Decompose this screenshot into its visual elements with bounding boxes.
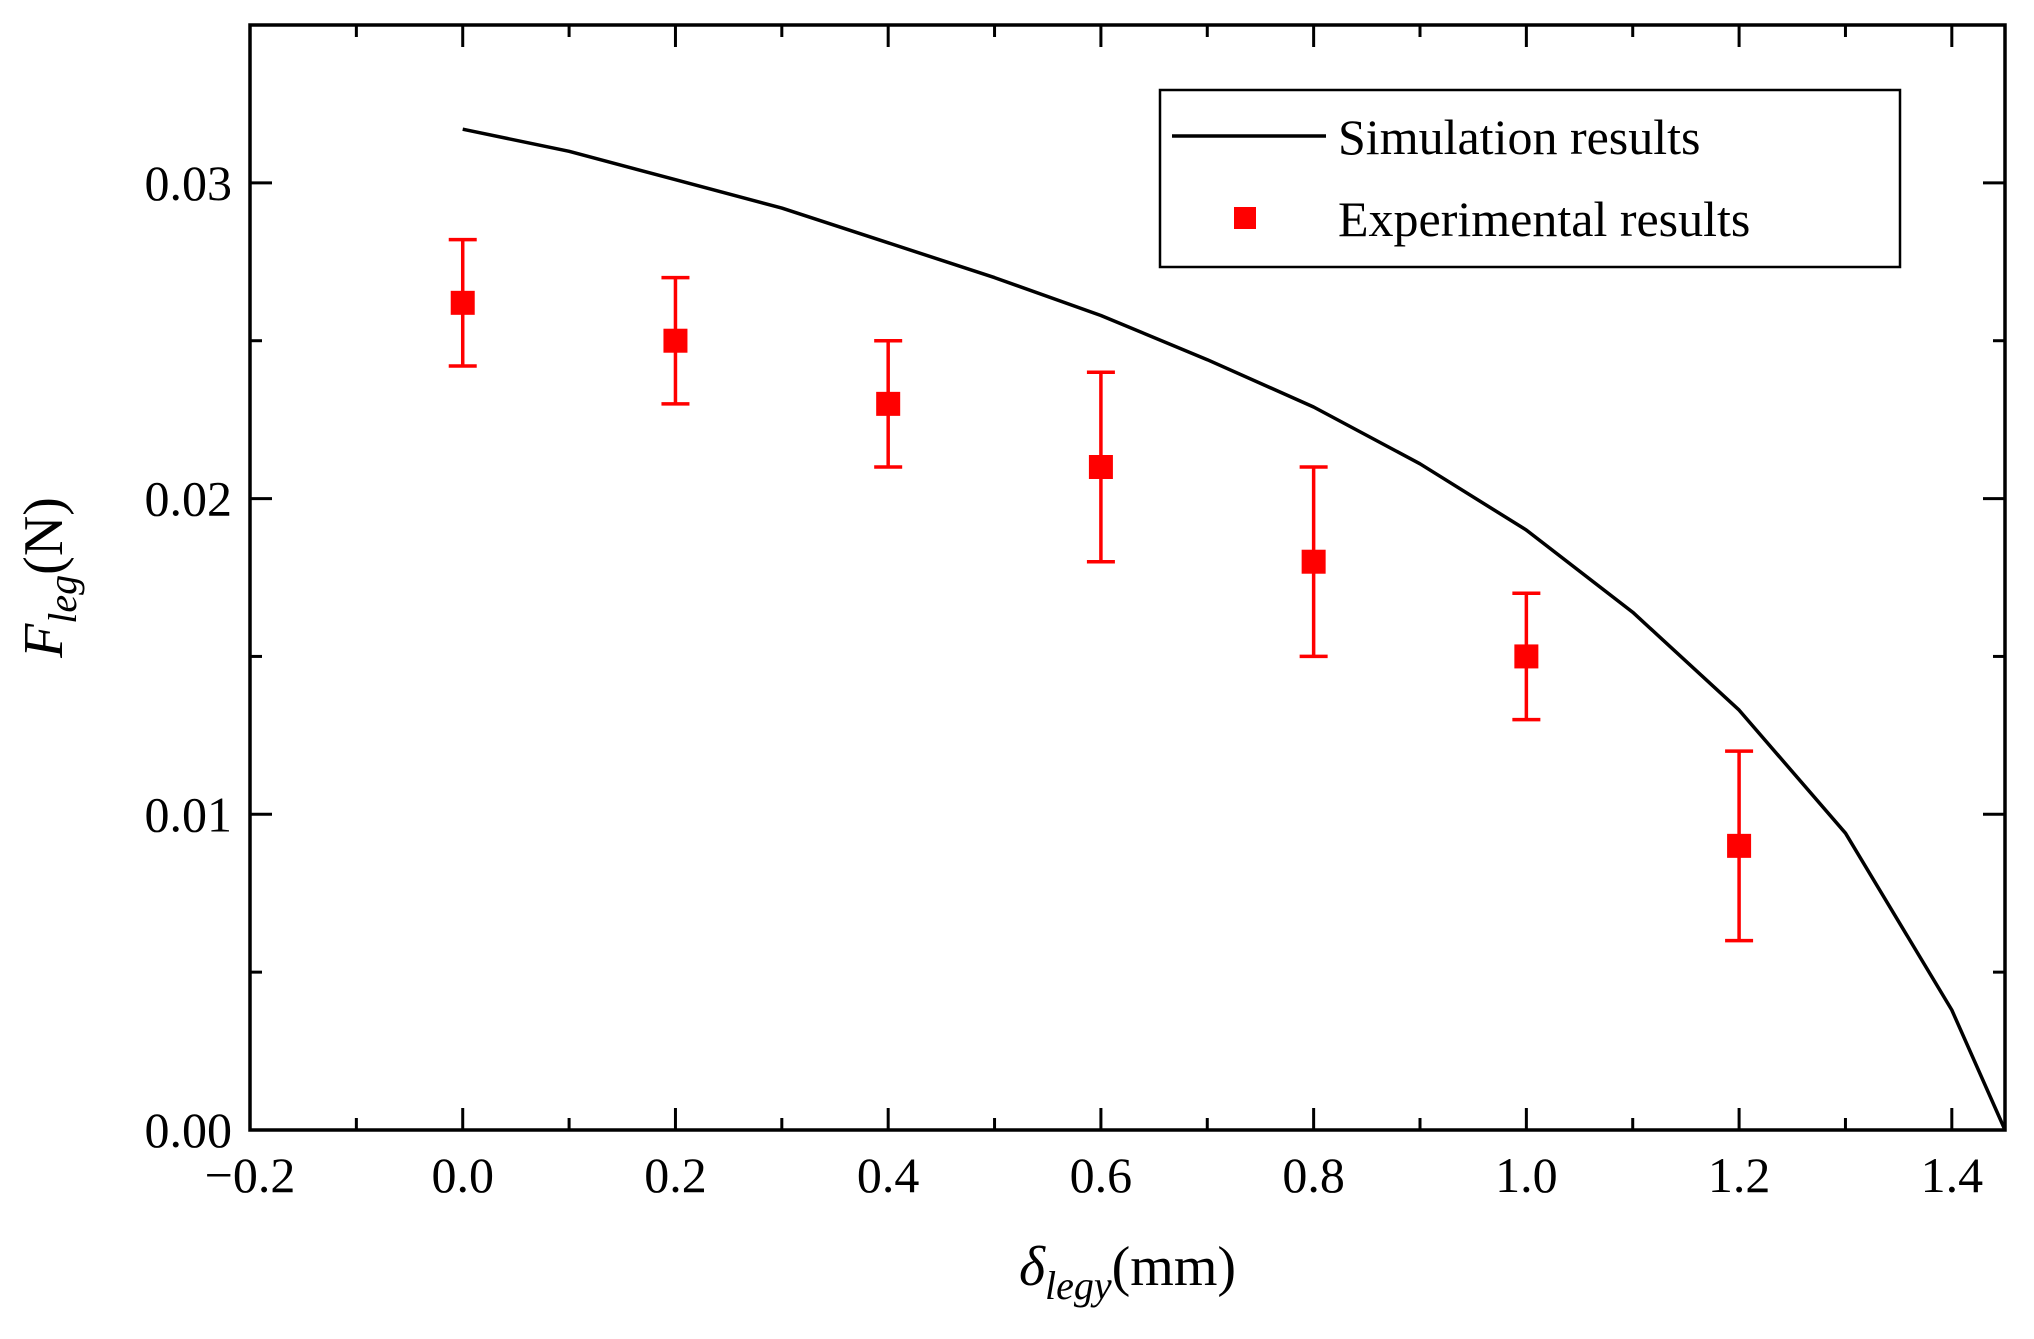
x-tick-label: 0.2 — [644, 1147, 707, 1203]
experimental-point — [1301, 549, 1326, 574]
legend-simulation-label: Simulation results — [1338, 109, 1701, 165]
x-axis-label-unit: (mm) — [1112, 1236, 1236, 1298]
legend-experimental-marker-swatch — [1234, 207, 1256, 229]
x-tick-label: 1.2 — [1708, 1147, 1771, 1203]
plot-marks — [448, 127, 2007, 1131]
x-tick-label: 0.8 — [1282, 1147, 1345, 1203]
y-axis-label: Fleg(N) — [13, 497, 85, 659]
x-tick-label: 1.4 — [1921, 1147, 1984, 1203]
legend-experimental-label: Experimental results — [1338, 191, 1750, 247]
x-tick-label: −0.2 — [205, 1147, 296, 1203]
x-tick-label: 0.4 — [857, 1147, 920, 1203]
experimental-point — [1727, 833, 1752, 858]
experimental-point — [1514, 644, 1539, 669]
x-tick-label: 0.6 — [1070, 1147, 1133, 1203]
tick-labels: −0.2 0.0 0.2 0.4 0.6 0.8 1.0 1.2 1.4 0.00 0.01 0.02… — [145, 155, 1984, 1203]
y-axis-label-main: F — [13, 623, 75, 659]
experimental-point — [1088, 455, 1113, 479]
experimental-point — [450, 290, 475, 315]
x-tick-label: 0.0 — [431, 1147, 494, 1203]
legend-box — [1158, 88, 1902, 269]
y-axis-label-unit: (N) — [13, 497, 75, 575]
y-tick-label: 0.01 — [145, 786, 233, 842]
x-tick-label: 1.0 — [1495, 1147, 1558, 1203]
y-tick-label: 0.03 — [145, 155, 233, 211]
axis-ticks — [248, 23, 2005, 1132]
legend: Simulation results Experimental results — [1158, 88, 1902, 269]
x-axis-label: δlegy(mm) — [1019, 1236, 1236, 1308]
plot-frame — [248, 23, 2007, 1132]
experimental-point — [663, 328, 688, 353]
y-axis-label-sub: leg — [40, 575, 85, 624]
y-tick-label: 0.00 — [145, 1102, 233, 1158]
simulation-line — [462, 127, 2007, 1131]
experimental-point — [876, 391, 901, 416]
x-axis-label-sub: legy — [1045, 1263, 1112, 1308]
y-tick-label: 0.02 — [145, 471, 233, 527]
x-axis-label-main: δ — [1019, 1236, 1046, 1298]
